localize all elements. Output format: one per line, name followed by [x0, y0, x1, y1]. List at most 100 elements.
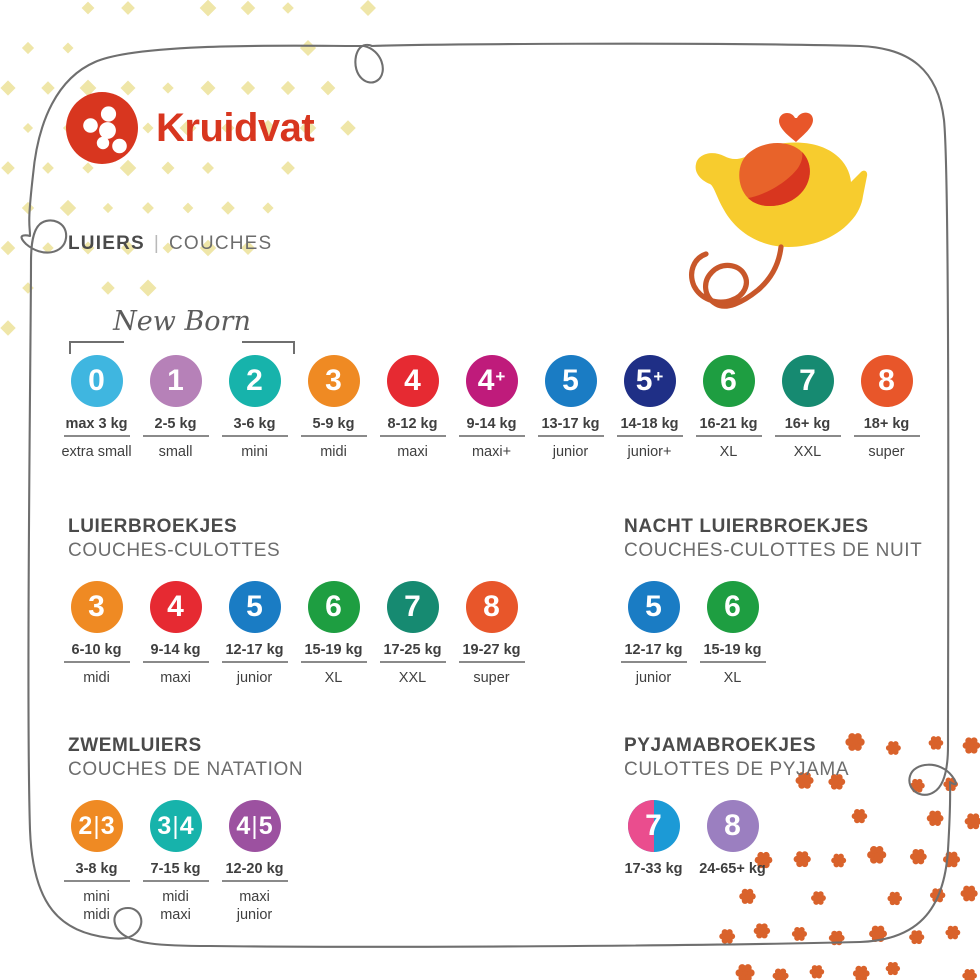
size-item-zwemluiers-4-5[interactable]: 4 | 5 12-20 kg maxi junior — [215, 800, 294, 924]
size-badge: 2 — [229, 355, 281, 407]
size-alias: junior — [636, 669, 671, 687]
size-alias: maxi junior — [237, 888, 272, 924]
size-item-luiers-5+[interactable]: 5 + 14-18 kg junior+ — [610, 355, 689, 461]
size-divider — [143, 661, 209, 663]
size-badge: 6 — [703, 355, 755, 407]
luiers-heading-nl: LUIERS — [68, 233, 145, 255]
size-item-pyjamabroekjes-7[interactable]: 7 17-33 kg — [614, 800, 693, 877]
size-row-luierbroekjes: 3 6-10 kg midi 4 9-14 kg maxi 5 12-17 kg junior 6… — [57, 581, 531, 687]
luiers-heading-fr: COUCHES — [169, 233, 272, 255]
size-item-luiers-6[interactable]: 6 16-21 kg XL — [689, 355, 768, 461]
size-item-luiers-7[interactable]: 7 16+ kg XXL — [768, 355, 847, 461]
size-badge: 0 — [71, 355, 123, 407]
section-heading-pyjamabroekjes: PYJAMABROEKJES CULOTTES DE PYJAMA — [624, 734, 849, 782]
size-badge: 8 — [861, 355, 913, 407]
size-badge: 1 — [150, 355, 202, 407]
size-divider — [143, 880, 209, 882]
size-weight-range: 12-20 kg — [225, 861, 283, 877]
size-weight-range: 15-19 kg — [304, 642, 362, 658]
section-heading-fr: CULOTTES DE PYJAMA — [624, 758, 849, 782]
size-badge: 4 — [387, 355, 439, 407]
size-alias: XXL — [399, 669, 426, 687]
size-divider — [696, 435, 762, 437]
size-weight-range: 6-10 kg — [72, 642, 122, 658]
size-alias: mini midi — [83, 888, 110, 924]
luiers-section-heading: LUIERS | COUCHES — [68, 233, 272, 255]
size-item-luiers-4+[interactable]: 4 + 9-14 kg maxi+ — [452, 355, 531, 461]
size-item-luierbroekjes-6[interactable]: 6 15-19 kg XL — [294, 581, 373, 687]
size-alias: XXL — [794, 443, 821, 461]
kruidvat-diaper-size-chart: Kruidvat LUIERS | COUCHES New Born LUIER… — [0, 0, 980, 980]
size-alias: junior — [553, 443, 588, 461]
size-badge: 4 + — [466, 355, 518, 407]
size-item-luiers-0[interactable]: 0 max 3 kg extra small — [57, 355, 136, 461]
size-alias: mini — [241, 443, 268, 461]
size-weight-range: 2-5 kg — [155, 416, 197, 432]
size-alias: midi — [320, 443, 347, 461]
size-divider — [301, 435, 367, 437]
section-heading-luierbroekjes: LUIERBROEKJES COUCHES-CULOTTES — [68, 515, 280, 563]
size-alias: maxi+ — [472, 443, 511, 461]
size-badge: 4 | 5 — [229, 800, 281, 852]
size-weight-range: 12-17 kg — [624, 642, 682, 658]
size-alias: XL — [325, 669, 343, 687]
section-heading-nl: NACHT LUIERBROEKJES — [624, 515, 922, 539]
size-divider — [380, 435, 446, 437]
size-item-luierbroekjes-4[interactable]: 4 9-14 kg maxi — [136, 581, 215, 687]
size-alias: maxi — [160, 669, 191, 687]
size-alias: midi maxi — [160, 888, 191, 924]
size-item-luiers-8[interactable]: 8 18+ kg super — [847, 355, 926, 461]
size-item-luierbroekjes-8[interactable]: 8 19-27 kg super — [452, 581, 531, 687]
size-divider — [143, 435, 209, 437]
size-badge: 3 — [308, 355, 360, 407]
section-heading-zwemluiers: ZWEMLUIERS COUCHES DE NATATION — [68, 734, 303, 782]
brand-wordmark: Kruidvat — [156, 108, 314, 148]
size-divider — [621, 661, 687, 663]
newborn-bracket-group: New Born — [66, 308, 298, 356]
size-badge: 5 — [545, 355, 597, 407]
size-row-nacht-luierbroekjes: 5 12-17 kg junior 6 15-19 kg XL — [614, 581, 772, 687]
size-alias: junior+ — [628, 443, 672, 461]
size-item-luiers-4[interactable]: 4 8-12 kg maxi — [373, 355, 452, 461]
size-item-luiers-1[interactable]: 1 2-5 kg small — [136, 355, 215, 461]
luiers-heading-separator: | — [154, 233, 160, 255]
size-weight-range: 12-17 kg — [225, 642, 283, 658]
size-item-nacht-luierbroekjes-5[interactable]: 5 12-17 kg junior — [614, 581, 693, 687]
size-badge: 4 — [150, 581, 202, 633]
size-weight-range: 7-15 kg — [151, 861, 201, 877]
size-item-luierbroekjes-5[interactable]: 5 12-17 kg junior — [215, 581, 294, 687]
size-item-zwemluiers-2-3[interactable]: 2 | 3 3-8 kg mini midi — [57, 800, 136, 924]
size-item-luiers-3[interactable]: 3 5-9 kg midi — [294, 355, 373, 461]
size-divider — [617, 435, 683, 437]
size-badge: 8 — [466, 581, 518, 633]
kruidvat-dots-logo-icon — [66, 92, 138, 164]
section-heading-fr: COUCHES-CULOTTES — [68, 539, 280, 563]
size-weight-range: 18+ kg — [864, 416, 910, 432]
size-divider — [380, 661, 446, 663]
size-item-zwemluiers-3-4[interactable]: 3 | 4 7-15 kg midi maxi — [136, 800, 215, 924]
size-weight-range: 5-9 kg — [313, 416, 355, 432]
size-item-nacht-luierbroekjes-6[interactable]: 6 15-19 kg XL — [693, 581, 772, 687]
size-item-luiers-2[interactable]: 2 3-6 kg mini — [215, 355, 294, 461]
size-badge: 7 — [387, 581, 439, 633]
size-divider — [222, 435, 288, 437]
size-divider — [538, 435, 604, 437]
size-item-pyjamabroekjes-8[interactable]: 8 24-65+ kg — [693, 800, 772, 877]
size-item-luierbroekjes-3[interactable]: 3 6-10 kg midi — [57, 581, 136, 687]
size-weight-range: max 3 kg — [65, 416, 127, 432]
size-divider — [459, 435, 525, 437]
size-badge: 5 — [229, 581, 281, 633]
size-weight-range: 9-14 kg — [151, 642, 201, 658]
section-heading-fr: COUCHES-CULOTTES DE NUIT — [624, 539, 922, 563]
size-badge: 7 — [782, 355, 834, 407]
size-divider — [301, 661, 367, 663]
size-item-luierbroekjes-7[interactable]: 7 17-25 kg XXL — [373, 581, 452, 687]
size-badge: 6 — [308, 581, 360, 633]
size-divider — [854, 435, 920, 437]
size-alias: junior — [237, 669, 272, 687]
size-badge: 8 — [707, 800, 759, 852]
newborn-label: New Born — [100, 308, 264, 335]
size-row-zwemluiers: 2 | 3 3-8 kg mini midi 3 | 4 7-15 kg midi maxi 4 | 5… — [57, 800, 294, 924]
size-item-luiers-5[interactable]: 5 13-17 kg junior — [531, 355, 610, 461]
size-row-pyjamabroekjes: 7 17-33 kg 8 24-65+ kg — [614, 800, 772, 877]
